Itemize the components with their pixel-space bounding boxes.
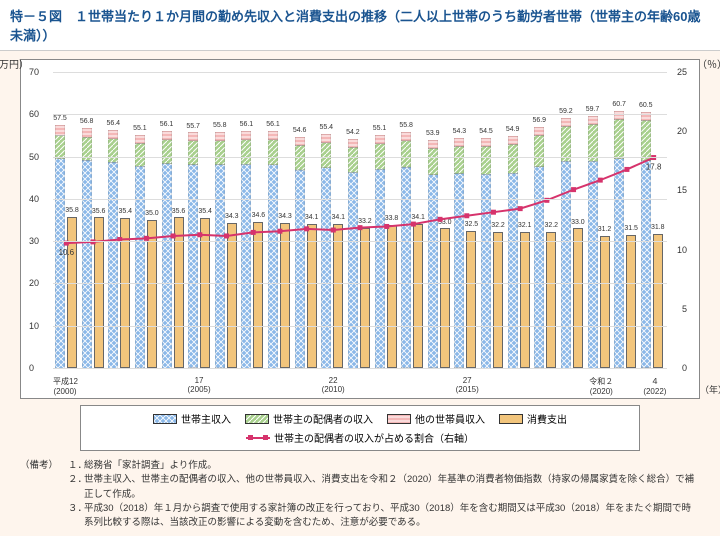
plot-area: 57.535.8 56.835.6 56.435.4 55.135.0 56.1… bbox=[53, 72, 667, 368]
x-unit: （年） bbox=[700, 383, 720, 396]
legend: 世帯主収入世帯主の配偶者の収入他の世帯員収入消費支出世帯主の配偶者の収入が占める… bbox=[80, 405, 640, 451]
chart-container: （万円） （％） 57.535.8 56.835.6 56.435.4 55.1… bbox=[20, 59, 700, 399]
chart-title: 特－５図 １世帯当たり１か月間の勤め先収入と消費支出の推移（二人以上世帯のうち勤… bbox=[0, 0, 720, 51]
notes: （備考）１．総務省「家計調査」より作成。２．世帯主収入、世帯主の配偶者の収入、他… bbox=[20, 459, 700, 530]
y-right-label: （％） bbox=[697, 56, 720, 71]
y-left-label: （万円） bbox=[0, 56, 29, 71]
x-axis-labels: 平成12(2000)17(2005)22(2010)27(2015)令和２(20… bbox=[53, 376, 667, 396]
